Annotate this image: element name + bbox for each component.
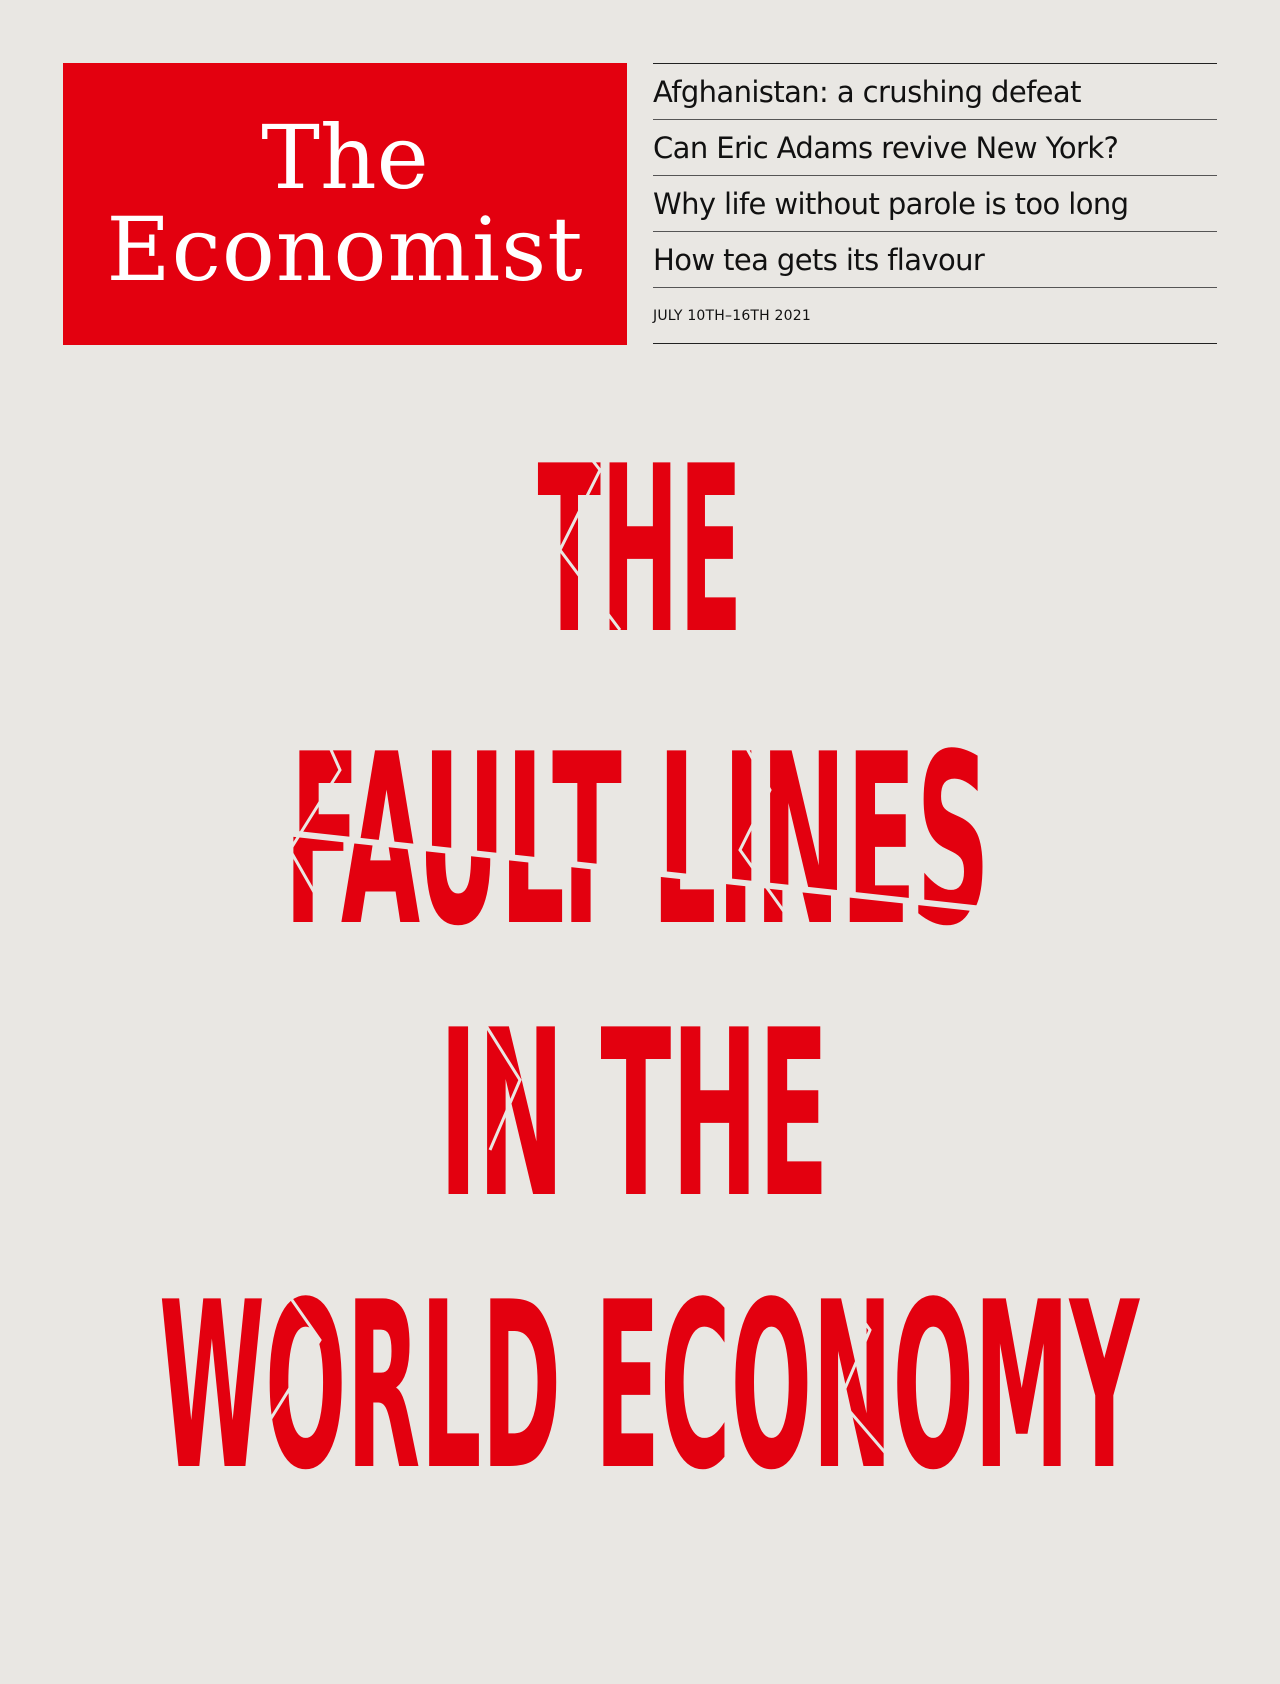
teaser-afghanistan: Afghanistan: a crushing defeat [653, 64, 1217, 120]
economist-logo: The Economist [63, 63, 627, 345]
issue-dateline: JULY 10TH–16TH 2021 [653, 288, 1217, 344]
headline-line-4-shifted: WORLD ECONOMY [159, 1254, 1140, 1490]
teaser-eric-adams: Can Eric Adams revive New York? [653, 120, 1217, 176]
fault-line-cracks [0, 399, 1280, 1471]
cover-teasers: Afghanistan: a crushing defeat Can Eric … [653, 63, 1217, 344]
logo-line-economist: Economist [106, 198, 584, 301]
logo-line-the: The [261, 106, 429, 209]
headline-line-1: THE [538, 418, 743, 685]
teaser-life-without-parole: Why life without parole is too long [653, 176, 1217, 232]
cover-headline-svg: THE FAULT LINES IN THE WORLD ECONOMY THE… [0, 399, 1280, 1490]
headline-line-3-shifted: IN THE [439, 982, 829, 1249]
cover-headline: THE FAULT LINES IN THE WORLD ECONOMY THE… [0, 380, 1280, 1490]
teaser-tea-flavour: How tea gets its flavour [653, 232, 1217, 288]
